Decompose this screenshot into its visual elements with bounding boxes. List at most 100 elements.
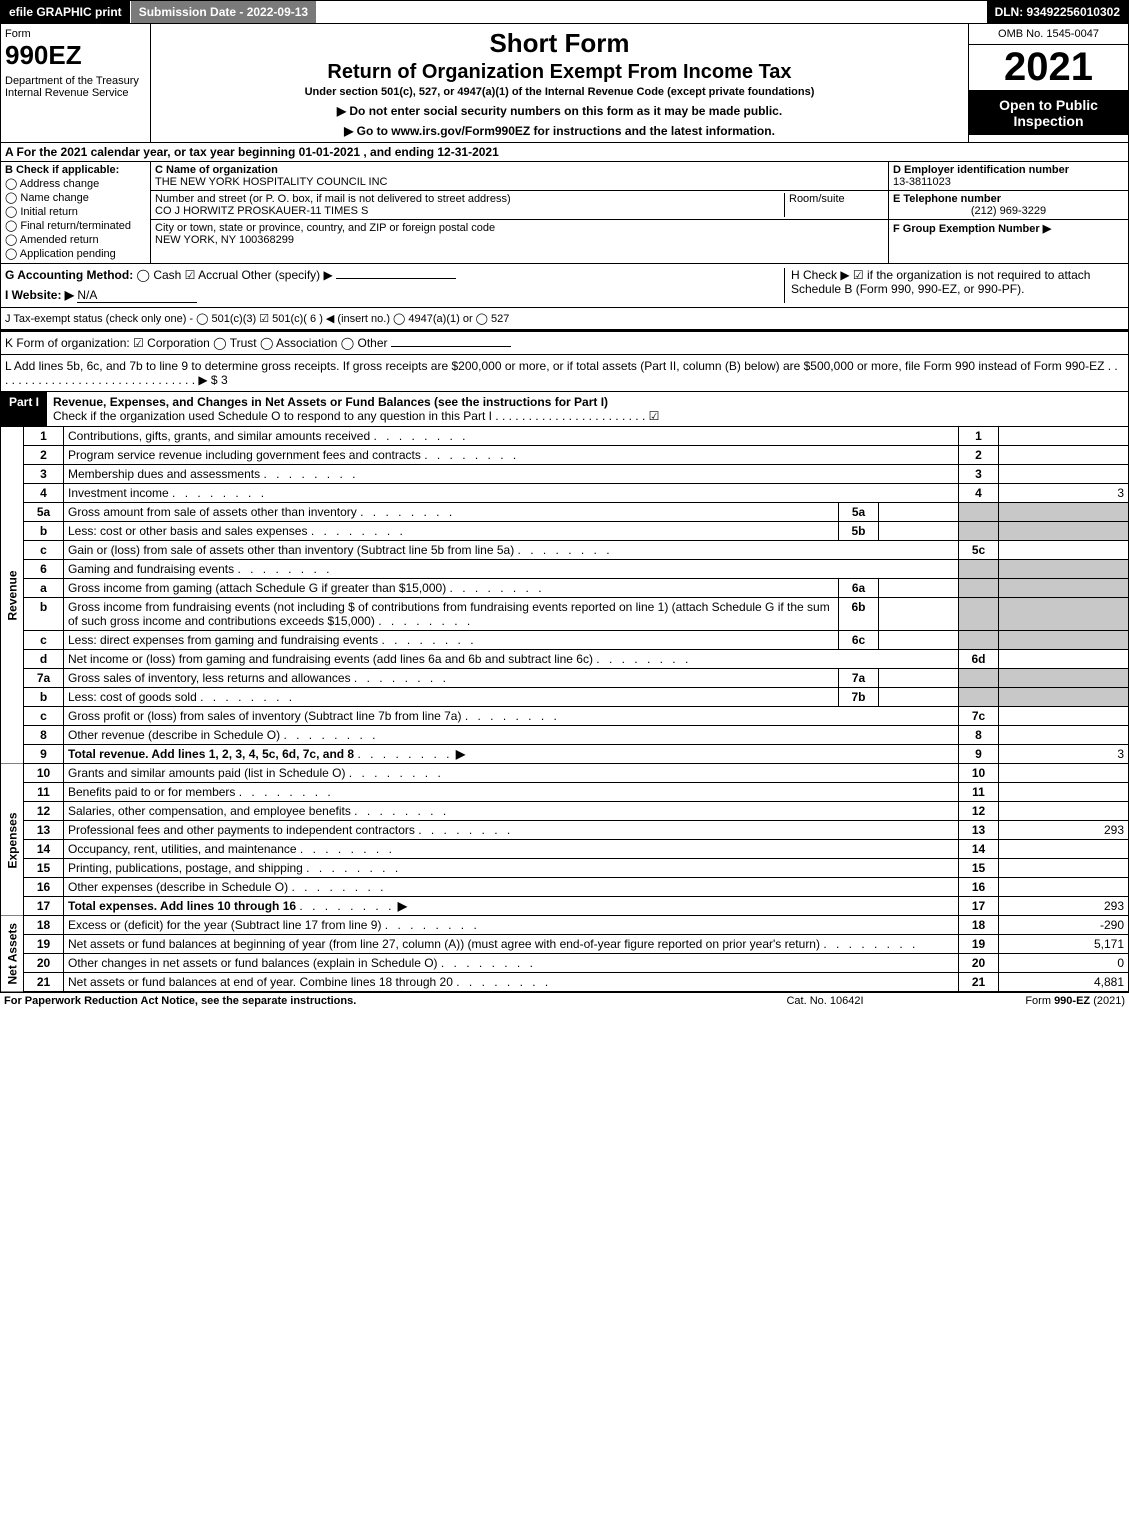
right-num xyxy=(959,598,999,631)
line-g-h: G Accounting Method: ◯ Cash ☑ Accrual Ot… xyxy=(0,264,1129,308)
right-num: 1 xyxy=(959,427,999,446)
right-num xyxy=(959,522,999,541)
line-desc: Total revenue. Add lines 1, 2, 3, 4, 5c,… xyxy=(64,745,959,764)
line-num: b xyxy=(24,522,64,541)
line-num: 5a xyxy=(24,503,64,522)
line-desc: Net assets or fund balances at end of ye… xyxy=(64,973,959,992)
g-cash[interactable]: ◯ Cash xyxy=(137,268,182,282)
right-val xyxy=(999,579,1129,598)
mid-num: 7a xyxy=(839,669,879,688)
right-num: 17 xyxy=(959,897,999,916)
section-c: C Name of organization THE NEW YORK HOSP… xyxy=(151,162,888,263)
mid-num: 7b xyxy=(839,688,879,707)
efile-button[interactable]: efile GRAPHIC print xyxy=(1,1,131,23)
line-num: c xyxy=(24,631,64,650)
chk-final-return[interactable]: ◯ Final return/terminated xyxy=(5,219,146,232)
line-desc: Less: cost of goods sold . . . . . . . . xyxy=(64,688,839,707)
chk-application-pending[interactable]: ◯ Application pending xyxy=(5,247,146,260)
line-desc: Less: direct expenses from gaming and fu… xyxy=(64,631,839,650)
line-num: 19 xyxy=(24,935,64,954)
right-num: 21 xyxy=(959,973,999,992)
line-desc: Gross income from fundraising events (no… xyxy=(64,598,839,631)
right-val xyxy=(999,878,1129,897)
line-num: 18 xyxy=(24,916,64,935)
right-val: 293 xyxy=(999,821,1129,840)
mid-val xyxy=(879,669,959,688)
line-num: 20 xyxy=(24,954,64,973)
chk-name-change[interactable]: ◯ Name change xyxy=(5,191,146,204)
subtitle-ssn: ▶ Do not enter social security numbers o… xyxy=(159,104,960,118)
right-num xyxy=(959,579,999,598)
line-l: L Add lines 5b, 6c, and 7b to line 9 to … xyxy=(0,355,1129,392)
revenue-table: Revenue1Contributions, gifts, grants, an… xyxy=(0,427,1129,764)
line-num: 8 xyxy=(24,726,64,745)
right-val xyxy=(999,764,1129,783)
line-desc: Net assets or fund balances at beginning… xyxy=(64,935,959,954)
line-num: 11 xyxy=(24,783,64,802)
form-header: Form 990EZ Department of the Treasury In… xyxy=(0,24,1129,143)
right-val xyxy=(999,650,1129,669)
city-label: City or town, state or province, country… xyxy=(155,222,884,234)
line-desc: Other expenses (describe in Schedule O) … xyxy=(64,878,959,897)
line-num: 14 xyxy=(24,840,64,859)
g-accrual[interactable]: ☑ Accrual xyxy=(185,268,238,282)
subtitle-section: Under section 501(c), 527, or 4947(a)(1)… xyxy=(159,86,960,98)
right-val: 3 xyxy=(999,484,1129,503)
right-val xyxy=(999,688,1129,707)
right-val xyxy=(999,446,1129,465)
city: NEW YORK, NY 100368299 xyxy=(155,234,884,246)
g-label: G Accounting Method: xyxy=(5,268,133,282)
line-desc: Professional fees and other payments to … xyxy=(64,821,959,840)
mid-val xyxy=(879,579,959,598)
line-num: 13 xyxy=(24,821,64,840)
right-num: 5c xyxy=(959,541,999,560)
right-val: 4,881 xyxy=(999,973,1129,992)
chk-address-change[interactable]: ◯ Address change xyxy=(5,177,146,190)
line-num: 21 xyxy=(24,973,64,992)
subtitle-goto: ▶ Go to www.irs.gov/Form990EZ for instru… xyxy=(159,124,960,138)
chk-amended-return[interactable]: ◯ Amended return xyxy=(5,233,146,246)
part-i-title: Revenue, Expenses, and Changes in Net As… xyxy=(47,392,1128,426)
omb-number: OMB No. 1545-0047 xyxy=(969,24,1128,45)
g-other[interactable]: Other (specify) ▶ xyxy=(241,268,332,282)
right-val: 5,171 xyxy=(999,935,1129,954)
right-num: 8 xyxy=(959,726,999,745)
line-k: K Form of organization: ☑ Corporation ◯ … xyxy=(0,330,1129,355)
line-desc: Excess or (deficit) for the year (Subtra… xyxy=(64,916,959,935)
line-desc: Gross sales of inventory, less returns a… xyxy=(64,669,839,688)
title-short-form: Short Form xyxy=(159,28,960,59)
line-num: 2 xyxy=(24,446,64,465)
right-num: 18 xyxy=(959,916,999,935)
form-number: 990EZ xyxy=(5,40,146,71)
ein-label: D Employer identification number xyxy=(893,164,1069,176)
right-val xyxy=(999,707,1129,726)
line-h: H Check ▶ ☑ if the organization is not r… xyxy=(784,268,1124,303)
open-inspection: Open to Public Inspection xyxy=(969,91,1128,135)
line-num: 15 xyxy=(24,859,64,878)
dln: DLN: 93492256010302 xyxy=(987,1,1128,23)
mid-num: 5b xyxy=(839,522,879,541)
line-desc: Membership dues and assessments . . . . … xyxy=(64,465,959,484)
header-right: OMB No. 1545-0047 2021 Open to Public In… xyxy=(968,24,1128,142)
line-num: 17 xyxy=(24,897,64,916)
line-num: d xyxy=(24,650,64,669)
section-b-label: B Check if applicable: xyxy=(5,164,119,176)
line-desc: Grants and similar amounts paid (list in… xyxy=(64,764,959,783)
right-val xyxy=(999,840,1129,859)
netassets-table: Net Assets18Excess or (deficit) for the … xyxy=(0,916,1129,992)
line-num: c xyxy=(24,707,64,726)
part-i-header: Part I Revenue, Expenses, and Changes in… xyxy=(0,392,1129,427)
right-num: 7c xyxy=(959,707,999,726)
right-num: 15 xyxy=(959,859,999,878)
tel: (212) 969-3229 xyxy=(893,205,1124,217)
line-desc: Gross income from gaming (attach Schedul… xyxy=(64,579,839,598)
right-val: 0 xyxy=(999,954,1129,973)
mid-val xyxy=(879,598,959,631)
chk-initial-return[interactable]: ◯ Initial return xyxy=(5,205,146,218)
right-val xyxy=(999,427,1129,446)
line-num: 9 xyxy=(24,745,64,764)
header-mid: Short Form Return of Organization Exempt… xyxy=(151,24,968,142)
line-j: J Tax-exempt status (check only one) - ◯… xyxy=(0,308,1129,330)
right-num: 11 xyxy=(959,783,999,802)
side-label: Revenue xyxy=(1,427,24,764)
